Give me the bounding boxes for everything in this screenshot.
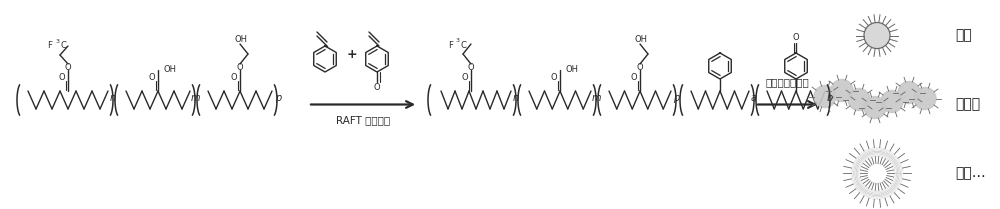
Text: OH: OH (234, 36, 248, 45)
Circle shape (814, 85, 836, 107)
Text: 囊泡…: 囊泡… (955, 167, 986, 180)
Text: n: n (110, 93, 116, 103)
Text: OH: OH (635, 36, 648, 45)
Text: OH: OH (565, 65, 578, 74)
Circle shape (898, 82, 920, 103)
Text: p: p (673, 93, 679, 103)
Circle shape (881, 90, 903, 112)
Circle shape (864, 97, 886, 119)
Text: C: C (60, 42, 66, 51)
Text: 聚合诱导自组装: 聚合诱导自组装 (766, 78, 809, 88)
Text: RAFT 悬浮聚合: RAFT 悬浮聚合 (336, 116, 390, 125)
Text: 3: 3 (56, 39, 60, 44)
Text: n: n (513, 93, 519, 103)
Circle shape (848, 88, 870, 111)
Text: OH: OH (163, 65, 176, 74)
Text: O: O (468, 62, 474, 71)
Text: O: O (231, 74, 237, 83)
Circle shape (864, 23, 890, 48)
Text: O: O (65, 62, 71, 71)
Text: +: + (347, 47, 357, 60)
Circle shape (914, 88, 936, 110)
Text: O: O (793, 33, 799, 42)
Text: p: p (275, 93, 281, 103)
Text: O: O (149, 74, 155, 83)
Text: F: F (449, 41, 453, 50)
Text: F: F (48, 42, 52, 51)
Text: C: C (460, 41, 466, 50)
Text: m: m (190, 93, 200, 103)
Text: O: O (374, 83, 380, 92)
Text: 微球: 微球 (955, 29, 972, 42)
Circle shape (831, 79, 853, 102)
Text: O: O (551, 74, 557, 83)
Text: 3: 3 (456, 38, 460, 43)
Text: 纳米线: 纳米线 (955, 98, 980, 111)
Text: m: m (591, 93, 601, 103)
Text: O: O (462, 74, 468, 83)
Text: O: O (59, 74, 65, 83)
Text: b: b (827, 93, 833, 103)
Text: O: O (237, 62, 243, 71)
Text: a: a (751, 93, 757, 103)
Text: O: O (631, 74, 637, 83)
Text: O: O (637, 62, 643, 71)
